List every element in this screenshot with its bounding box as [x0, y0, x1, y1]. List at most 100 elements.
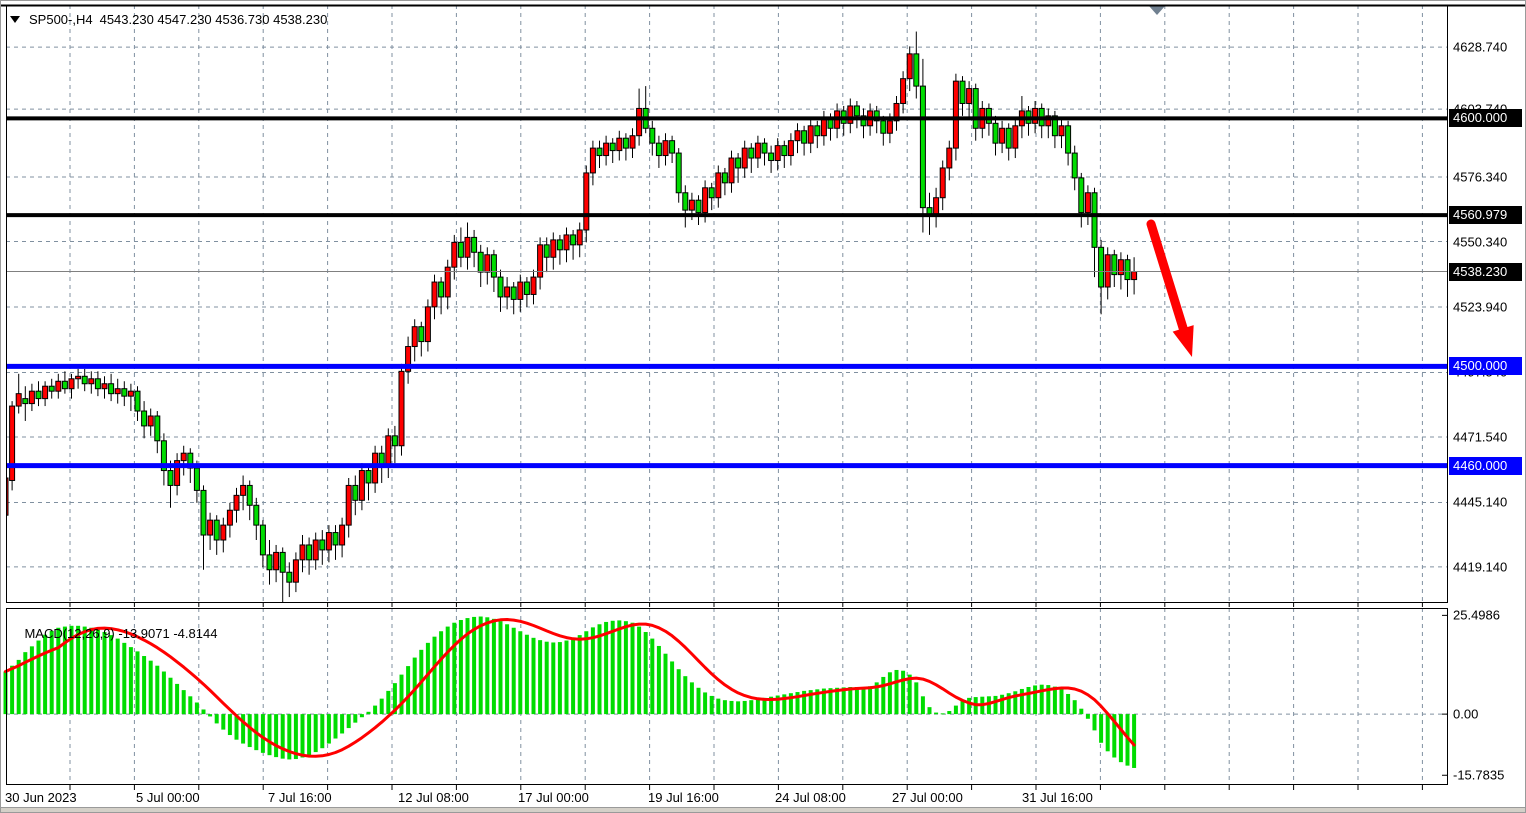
- candle-bullish: [464, 236, 471, 258]
- candle-bullish: [55, 380, 62, 392]
- candle-bearish: [121, 388, 128, 397]
- macd-bar: [920, 696, 925, 715]
- candle-bearish: [1065, 125, 1072, 154]
- macd-bar: [1006, 693, 1011, 715]
- macd-bar: [821, 688, 826, 715]
- macd-bar: [227, 714, 232, 736]
- macd-bar: [115, 638, 120, 715]
- candle-bearish: [992, 122, 999, 144]
- candle-bearish: [1071, 152, 1078, 179]
- macd-bar: [260, 714, 265, 753]
- candle-bearish: [1051, 115, 1058, 137]
- macd-bar: [808, 690, 813, 715]
- macd-bar: [313, 714, 318, 753]
- candle-bullish: [1032, 107, 1039, 124]
- candle-bullish: [537, 244, 544, 278]
- macd-bar: [36, 640, 41, 715]
- candle-bullish: [15, 393, 22, 407]
- macd-bar: [788, 693, 793, 715]
- macd-bar: [3, 671, 8, 715]
- macd-bar: [307, 714, 312, 756]
- macd-bar: [551, 642, 556, 715]
- macd-bar: [432, 636, 437, 715]
- macd-bar: [940, 713, 945, 715]
- macd-bar: [458, 620, 463, 715]
- candle-bearish: [1078, 177, 1085, 214]
- macd-bar: [392, 683, 397, 715]
- macd-bar: [425, 642, 430, 715]
- candle-bearish: [319, 539, 326, 551]
- macd-bar: [148, 660, 153, 715]
- candle-bullish: [1012, 125, 1019, 149]
- candle-bearish: [781, 145, 788, 157]
- candle-bearish: [748, 147, 755, 159]
- candle-bullish: [1058, 125, 1065, 137]
- macd-bar: [1013, 691, 1018, 715]
- macd-bar: [802, 690, 807, 715]
- macd-bar: [366, 711, 371, 715]
- macd-bar: [23, 652, 28, 715]
- macd-bar: [1112, 714, 1117, 758]
- candle-bullish: [42, 385, 49, 400]
- candle-bearish: [306, 544, 313, 561]
- candle-bearish: [1091, 192, 1098, 248]
- trend-arrow[interactable]: [1146, 219, 1194, 357]
- candle-bearish: [913, 53, 920, 87]
- candle-bullish: [180, 452, 187, 462]
- macd-bar: [491, 618, 496, 715]
- macd-bar: [406, 666, 411, 715]
- macd-signal-value: -4.8144: [173, 626, 218, 641]
- candle-bearish: [253, 504, 260, 526]
- macd-bar: [155, 665, 160, 715]
- candle-bullish: [787, 140, 794, 157]
- candle-bearish: [438, 281, 445, 298]
- trend-arrow-shaft: [1146, 219, 1188, 333]
- candle-bullish: [312, 539, 319, 561]
- macd-bar: [1125, 714, 1130, 766]
- candle-bearish: [1005, 127, 1012, 149]
- main-pane-border: [6, 5, 1448, 603]
- macd-bar: [531, 637, 536, 715]
- candle-bullish: [576, 229, 583, 246]
- grid: [6, 5, 1448, 785]
- candle-bullish: [1131, 271, 1138, 281]
- macd-bar: [1099, 714, 1104, 743]
- candle-bearish: [919, 85, 926, 209]
- macd-bar: [1132, 714, 1137, 768]
- candle-bullish: [398, 370, 405, 447]
- candle-bullish: [754, 142, 761, 159]
- candle-bullish: [207, 519, 214, 536]
- macd-bar: [986, 696, 991, 715]
- macd-bar: [927, 707, 932, 715]
- candle-bearish: [596, 147, 603, 157]
- candle-bullish: [662, 140, 669, 157]
- macd-bar: [412, 657, 417, 715]
- candle-bullish: [616, 137, 623, 152]
- macd-indicator-label: MACD(12,26,9) -13.9071 -4.8144: [10, 611, 217, 656]
- candle-bullish: [405, 346, 412, 372]
- candle-bearish: [200, 489, 207, 536]
- macd-bar: [650, 638, 655, 715]
- candle-bullish: [939, 167, 946, 199]
- candle-bearish: [48, 385, 55, 392]
- macd-bar: [914, 682, 919, 715]
- candle-bullish: [886, 120, 893, 134]
- macd-bar: [241, 714, 246, 744]
- macd-bar: [300, 714, 305, 758]
- candle-bullish: [292, 559, 299, 583]
- macd-bar: [82, 626, 87, 715]
- macd-bar: [716, 698, 721, 715]
- candle-bullish: [411, 326, 418, 348]
- macd-bar: [749, 700, 754, 715]
- candle-bullish: [702, 187, 709, 214]
- candle-bearish: [352, 484, 359, 501]
- candle-bullish: [75, 375, 82, 380]
- candle-bearish: [675, 152, 682, 194]
- symbol-dropdown-icon[interactable]: [10, 15, 20, 23]
- macd-bar: [947, 711, 952, 715]
- shift-end-marker-icon[interactable]: [1149, 6, 1165, 15]
- candle-bearish: [365, 470, 372, 484]
- macd-bar: [1066, 693, 1071, 715]
- macd-bar: [214, 714, 219, 724]
